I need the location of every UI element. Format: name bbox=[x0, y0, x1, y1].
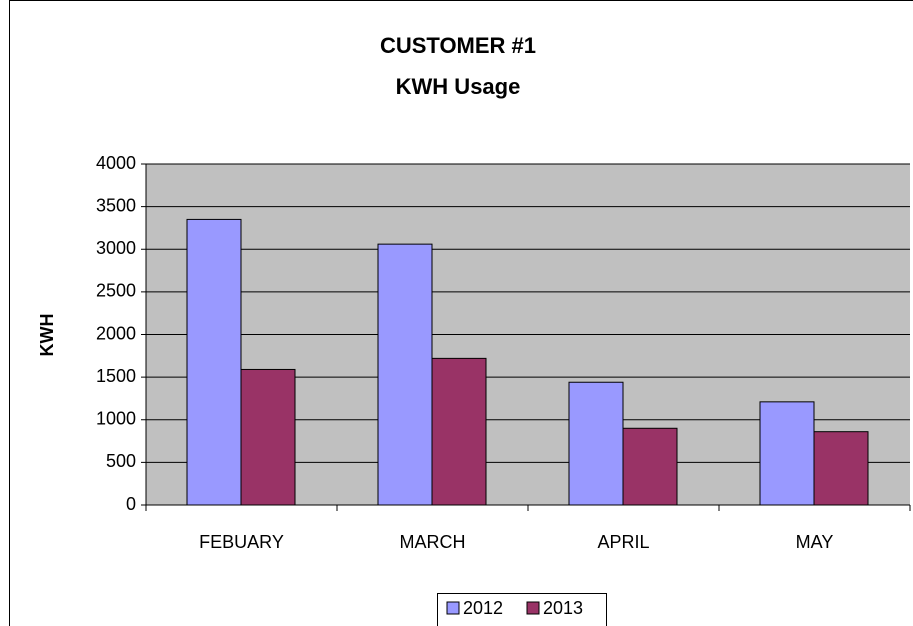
bar bbox=[568, 381, 624, 506]
bar bbox=[186, 218, 242, 506]
y-tick-label: 1500 bbox=[96, 366, 136, 386]
y-tick-label: 2000 bbox=[96, 323, 136, 343]
y-tick-label: 3500 bbox=[96, 195, 136, 215]
x-tick-label: FEBUARY bbox=[199, 532, 284, 552]
legend-label: 2012 bbox=[463, 598, 503, 618]
y-tick-label: 0 bbox=[126, 494, 136, 514]
chart-title: CUSTOMER #1 bbox=[380, 33, 536, 58]
legend-label: 2013 bbox=[543, 598, 583, 618]
bar bbox=[377, 243, 433, 506]
bar bbox=[759, 401, 815, 506]
y-tick-label: 1000 bbox=[96, 409, 136, 429]
bar bbox=[813, 431, 869, 506]
bar bbox=[622, 427, 678, 506]
y-axis-label: KWH bbox=[37, 314, 57, 357]
x-tick-label: MAY bbox=[796, 532, 834, 552]
legend-box bbox=[437, 593, 607, 626]
y-tick-label: 500 bbox=[106, 451, 136, 471]
legend-swatch bbox=[446, 601, 460, 615]
bar bbox=[240, 368, 296, 506]
y-tick-label: 2500 bbox=[96, 281, 136, 301]
legend-swatch bbox=[526, 601, 540, 615]
y-tick-label: 4000 bbox=[96, 153, 136, 173]
x-tick-label: APRIL bbox=[597, 532, 649, 552]
y-tick-label: 3000 bbox=[96, 238, 136, 258]
bar bbox=[431, 357, 487, 506]
x-tick-label: MARCH bbox=[400, 532, 466, 552]
chart-title: KWH Usage bbox=[396, 74, 521, 99]
